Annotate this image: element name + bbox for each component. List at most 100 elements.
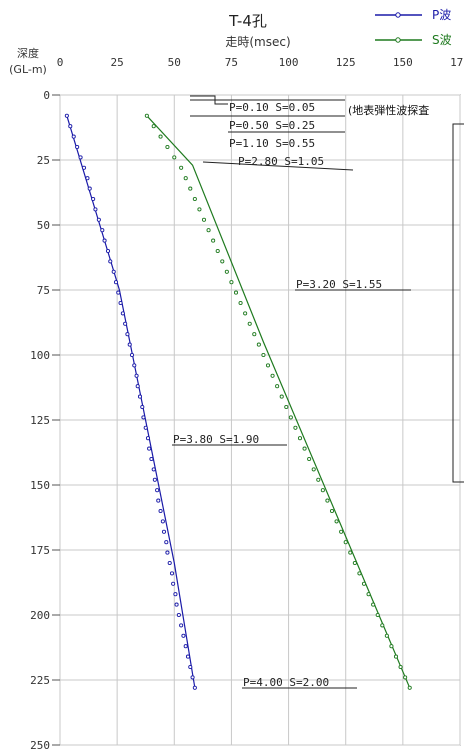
data-point xyxy=(238,300,243,306)
data-point xyxy=(165,550,170,555)
annotation-leader-2 xyxy=(190,99,228,105)
data-point xyxy=(151,467,156,472)
data-point xyxy=(380,623,385,628)
data-point xyxy=(407,685,412,690)
data-point xyxy=(140,404,145,410)
data-point xyxy=(64,113,69,118)
data-point xyxy=(403,675,408,680)
y-tick-label: 50 xyxy=(37,219,50,232)
data-point xyxy=(179,165,184,170)
y-tick-label: 200 xyxy=(30,609,50,622)
data-point xyxy=(161,529,167,534)
data-point xyxy=(158,508,163,514)
data-point xyxy=(389,644,394,649)
data-point xyxy=(229,280,234,285)
data-point xyxy=(111,269,116,274)
grid xyxy=(59,94,461,746)
y-tick-label: 75 xyxy=(37,284,50,297)
data-point xyxy=(270,373,275,378)
y-tick-label: 125 xyxy=(30,414,50,427)
y-axis-label-line2: (GL-m) xyxy=(9,63,47,76)
side-note: (地表弾性波探査 xyxy=(348,103,429,117)
data-point xyxy=(176,612,181,618)
data-point xyxy=(102,238,107,243)
data-point xyxy=(279,394,284,399)
y-tick-labels: 0 25 50 75 100 125 150 175 200 225 250 xyxy=(30,89,60,750)
y-tick-label: 225 xyxy=(30,674,50,687)
data-point xyxy=(169,571,175,576)
chart-title: T-4孔 xyxy=(228,12,267,30)
data-point xyxy=(224,269,229,274)
data-point xyxy=(211,238,216,243)
x-axis-label: 走時(msec) xyxy=(225,35,290,49)
data-point xyxy=(334,519,339,524)
data-point xyxy=(233,290,239,295)
data-point xyxy=(311,467,316,472)
data-point xyxy=(384,633,389,638)
data-point xyxy=(116,290,121,295)
data-point xyxy=(188,186,193,191)
legend-s-label: S波 xyxy=(432,33,452,47)
data-point xyxy=(108,259,113,264)
y-tick-label: 175 xyxy=(30,544,50,557)
data-point xyxy=(185,654,191,659)
data-point xyxy=(265,363,271,368)
data-point xyxy=(192,196,197,202)
data-point xyxy=(197,207,202,212)
data-point xyxy=(256,342,261,347)
series-0 xyxy=(64,113,197,690)
data-point xyxy=(288,415,293,420)
annotation-1: P=0.10 S=0.05 xyxy=(229,101,315,114)
data-point xyxy=(132,363,137,368)
data-point xyxy=(398,664,403,670)
series-layer xyxy=(64,113,412,690)
data-point xyxy=(137,394,143,399)
data-point xyxy=(352,560,357,566)
legend-p-label: P波 xyxy=(432,8,451,22)
data-point xyxy=(96,217,101,222)
annotation-underline-4 xyxy=(202,161,354,171)
data-point xyxy=(174,602,179,607)
data-point xyxy=(141,415,146,420)
x-tick-label: 50 xyxy=(168,56,181,69)
data-point xyxy=(151,124,156,129)
data-point xyxy=(135,384,140,389)
data-point xyxy=(75,144,80,150)
data-point xyxy=(118,300,123,306)
data-point xyxy=(143,425,148,430)
data-point xyxy=(100,228,105,233)
data-point xyxy=(297,436,303,441)
data-point xyxy=(339,529,344,534)
data-point xyxy=(123,321,128,326)
x-tick-label: 75 xyxy=(225,56,238,69)
data-point xyxy=(85,176,90,181)
data-point xyxy=(156,498,161,503)
y-tick-label: 25 xyxy=(37,154,50,167)
y-tick-label: 150 xyxy=(30,479,50,492)
legend: P波 S波 xyxy=(375,8,452,47)
series-1 xyxy=(144,113,412,690)
data-point xyxy=(87,186,92,191)
data-point xyxy=(127,342,132,347)
data-point xyxy=(348,550,353,555)
data-point xyxy=(167,560,172,566)
data-point xyxy=(171,581,176,586)
data-point xyxy=(120,311,125,316)
data-point xyxy=(160,519,165,524)
data-point xyxy=(71,134,76,139)
data-point xyxy=(371,602,376,607)
data-point xyxy=(284,404,289,410)
note-box xyxy=(452,123,464,483)
data-point xyxy=(179,623,184,628)
data-point xyxy=(144,113,149,118)
x-tick-label: 100 xyxy=(279,56,299,69)
data-point xyxy=(329,508,335,514)
data-point xyxy=(206,228,211,233)
data-point xyxy=(325,498,330,503)
data-point xyxy=(152,477,157,482)
data-point xyxy=(78,155,83,160)
legend-p-marker xyxy=(395,12,401,18)
annotation-4: P=2.80 S=1.05 xyxy=(238,155,324,168)
data-point xyxy=(220,259,225,264)
data-point xyxy=(243,311,248,316)
